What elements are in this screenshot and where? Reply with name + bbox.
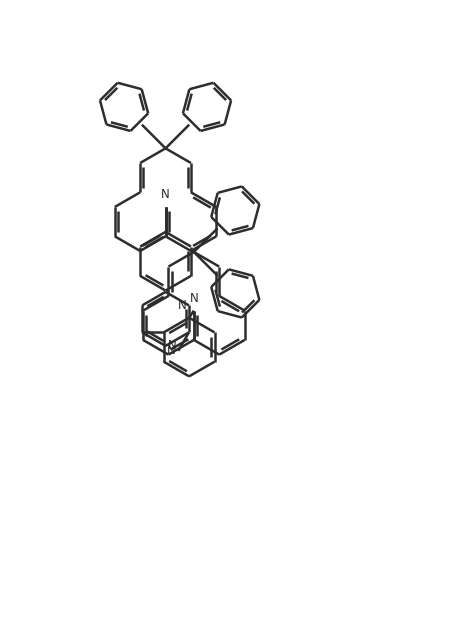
Text: N: N	[167, 344, 176, 357]
Text: N: N	[190, 292, 198, 305]
Text: N: N	[168, 339, 176, 353]
Text: N: N	[178, 299, 186, 312]
Text: N: N	[161, 188, 170, 201]
